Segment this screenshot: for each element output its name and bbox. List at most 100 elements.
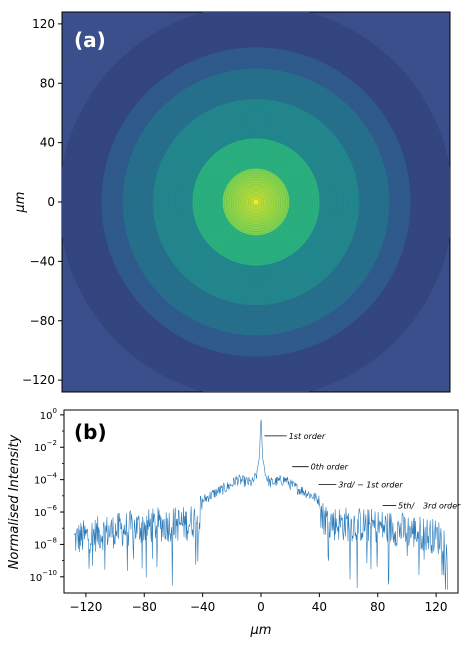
panel-a-y-ticks: 120 80 40 0 −40 −80 −120	[22, 17, 62, 387]
ring-line	[102, 48, 410, 356]
ring-line	[165, 111, 347, 293]
ring-line	[238, 184, 274, 220]
ring-line	[131, 77, 381, 327]
y-tick-label: 10−10	[29, 569, 57, 584]
annotation-label: 1st order	[289, 432, 326, 441]
annotation-label: 5th/	[398, 502, 415, 511]
ring-line	[175, 121, 337, 283]
ring-line	[92, 38, 420, 366]
y-tick-label: 40	[40, 136, 55, 150]
y-tick-label: −80	[30, 314, 55, 328]
ring-line	[182, 128, 330, 276]
ring-line	[143, 89, 369, 315]
panel-b-y-axis-label: Normalised Intensity	[7, 434, 22, 569]
x-tick-label: 120	[425, 600, 448, 614]
central-peak	[253, 199, 259, 205]
ring-line	[68, 14, 444, 390]
panel-b-label: (b)	[74, 420, 107, 444]
panel-b-x-ticks: −120 −80 −40 0 40 80 120	[69, 593, 448, 614]
y-tick-label: 10−6	[34, 504, 58, 519]
panel-a-y-axis-label: μm	[13, 192, 28, 214]
ring-line	[196, 142, 316, 262]
ring-line	[213, 159, 299, 245]
annotation-label: 0th order	[311, 463, 349, 472]
ring-line	[116, 62, 396, 342]
x-tick-label: −120	[69, 600, 102, 614]
annotation-label: 3rd order	[423, 502, 461, 511]
ring-line	[85, 31, 427, 373]
ring-line	[78, 24, 434, 380]
ring-line	[204, 150, 308, 254]
y-tick-label: 10−8	[34, 536, 57, 551]
intensity-profile-line	[73, 419, 448, 590]
panel-b-y-ticks: 100 10−2 10−4 10−6 10−8 10−10	[29, 407, 64, 584]
x-tick-label: −40	[190, 600, 215, 614]
ring-line	[119, 65, 393, 339]
ring-line	[206, 152, 306, 252]
ring-line	[109, 55, 403, 349]
ring-line	[233, 179, 279, 225]
ring-line	[73, 19, 439, 385]
ring-line	[80, 26, 432, 378]
ring-line	[192, 138, 320, 266]
ring-line	[82, 28, 430, 376]
ring-line	[146, 92, 366, 312]
ring-line	[240, 186, 272, 218]
ring-line	[90, 36, 422, 368]
ring-line	[235, 181, 277, 223]
ring-line	[223, 169, 289, 235]
ring-line	[194, 140, 318, 264]
panel-b-line-chart: 1st order 0th order 3rd/ − 1st order 5th/3r…	[7, 407, 461, 638]
ring-line	[114, 60, 398, 344]
ring-line	[167, 113, 345, 291]
ring-line	[107, 53, 405, 351]
diffraction-rings	[62, 12, 450, 392]
ring-line	[177, 123, 335, 281]
ring-line	[170, 116, 342, 288]
ring-line	[228, 174, 284, 230]
ring-line	[87, 33, 425, 371]
x-tick-label: −80	[132, 600, 157, 614]
ring-line	[226, 172, 286, 232]
y-tick-label: −120	[22, 373, 55, 387]
ring-line	[155, 101, 357, 303]
x-tick-label: 40	[312, 600, 327, 614]
y-tick-label: 0	[47, 195, 55, 209]
ring-line	[160, 106, 352, 298]
ring-line	[199, 145, 313, 259]
y-tick-label: 10−4	[34, 472, 58, 487]
panel-a-label: (a)	[74, 28, 106, 52]
x-tick-label: 0	[257, 600, 265, 614]
ring-line	[66, 12, 446, 392]
ring-line	[133, 79, 379, 325]
ring-line	[148, 94, 364, 310]
ring-line	[150, 96, 362, 308]
y-tick-label: −40	[30, 254, 55, 268]
ring-line	[70, 16, 442, 388]
panel-b-x-axis-label: μm	[250, 623, 272, 638]
ring-line	[158, 104, 354, 300]
y-tick-label: 120	[32, 17, 55, 31]
ring-line	[252, 198, 260, 206]
ring-line	[184, 130, 328, 274]
ring-line	[112, 58, 400, 346]
ring-line	[153, 99, 359, 305]
ring-line	[209, 155, 303, 249]
ring-line	[221, 167, 291, 237]
ring-line	[216, 162, 296, 242]
ring-line	[201, 147, 311, 257]
ring-line	[97, 43, 415, 361]
ring-line	[187, 133, 325, 271]
y-tick-label: 100	[40, 407, 57, 422]
ring-line	[136, 82, 376, 322]
ring-line	[138, 84, 374, 320]
ring-line	[126, 72, 386, 332]
ring-line	[121, 67, 391, 337]
ring-line	[162, 108, 350, 296]
ring-line	[129, 75, 383, 329]
panel-b-frame	[63, 409, 459, 594]
ring-line	[245, 191, 267, 213]
ring-line	[141, 87, 371, 317]
ring-line	[211, 157, 301, 247]
ring-line	[172, 118, 340, 286]
